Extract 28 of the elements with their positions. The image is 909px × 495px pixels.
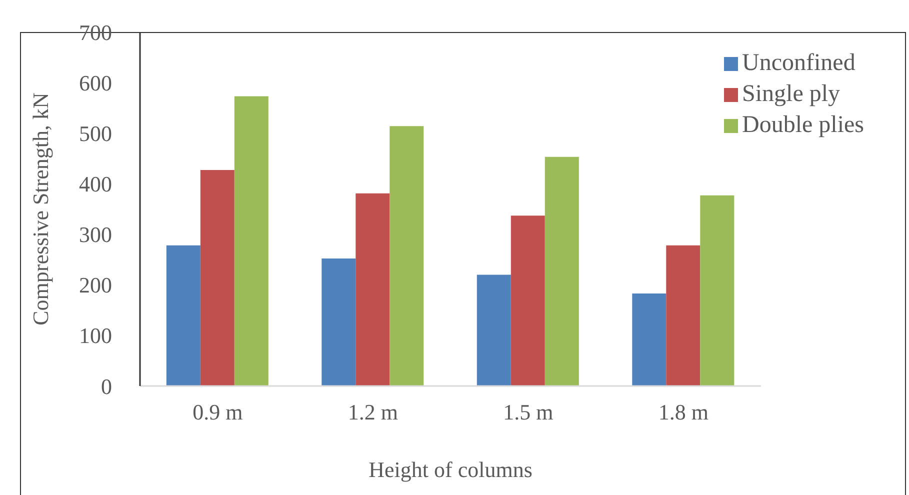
bar: [166, 245, 200, 386]
legend-label: Single ply: [742, 80, 840, 109]
legend-label: Double plies: [742, 111, 864, 140]
bar: [390, 126, 424, 386]
x-tick-label: 1.2 m: [348, 400, 398, 425]
bar: [632, 293, 666, 386]
y-tick-label: 400: [79, 172, 112, 197]
x-axis-title: Height of columns: [368, 457, 532, 482]
y-tick-label: 0: [101, 374, 112, 399]
bar: [510, 216, 545, 386]
bar: [200, 170, 234, 386]
bar: [476, 274, 511, 386]
y-axis-title: Compressive Strength, kN: [28, 92, 53, 326]
x-tick-label: 1.8 m: [658, 400, 708, 425]
legend-label: Unconfined: [742, 49, 856, 78]
x-tick-label: 0.9 m: [192, 400, 243, 425]
y-tick-label: 100: [79, 323, 112, 348]
y-tick-label: 500: [79, 120, 112, 146]
bar: [322, 258, 356, 386]
x-tick-label: 1.5 m: [503, 400, 554, 425]
y-tick-label: 200: [79, 272, 112, 298]
y-tick-label: 300: [79, 222, 112, 248]
bar: [666, 245, 700, 386]
bar: [544, 156, 579, 386]
bar: [234, 96, 268, 386]
bar: [356, 193, 390, 386]
y-tick-label: 600: [79, 70, 112, 96]
bar: [700, 195, 734, 386]
